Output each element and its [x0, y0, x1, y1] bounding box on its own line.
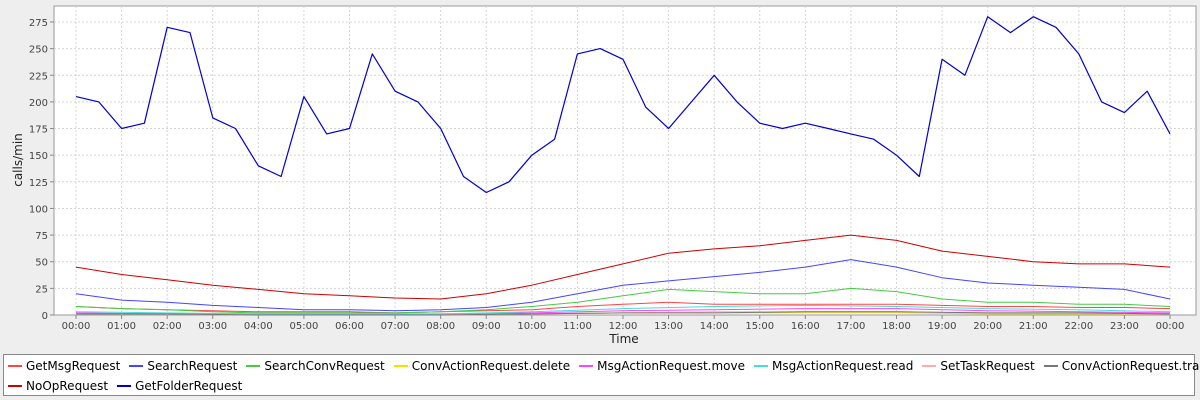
legend-row: GetMsgRequest SearchRequest SearchConvRequ… [4, 356, 1200, 376]
x-tick-label: 06:00 [335, 321, 364, 332]
legend-swatch [579, 365, 594, 367]
series-line-getfolderrequest [75, 16, 1171, 194]
plot-area [53, 5, 1197, 316]
series-line-msgactionrequest-read [75, 304, 1171, 315]
legend-label: GetFolderRequest [135, 379, 243, 393]
series-line-searchrequest [75, 259, 1171, 312]
y-tick-label: 175 [29, 125, 48, 136]
legend-label: ConvActionRequest.delete [411, 359, 571, 373]
legend-swatch [754, 365, 769, 367]
x-tick-label: 04:00 [244, 321, 273, 332]
y-tick-label: 225 [29, 71, 48, 82]
legend-swatch [129, 365, 144, 367]
x-tick-label: 10:00 [517, 321, 546, 332]
legend-label: SetTaskRequest [940, 359, 1035, 373]
y-tick-label: 275 [29, 18, 48, 29]
x-tick-label: 14:00 [700, 321, 729, 332]
legend-item: ConvActionRequest.trash [1043, 359, 1200, 373]
line-chart: 0 25 50 75 100 125 150 175 200 225 250 275 00:00 01:0… [11, 5, 1197, 346]
chart-legend: GetMsgRequest SearchRequest SearchConvRequ… [3, 354, 1200, 396]
x-tick-label: 15:00 [745, 321, 774, 332]
x-tick-label: 09:00 [472, 321, 501, 332]
x-tick-label: 21:00 [1019, 321, 1048, 332]
y-tick-label: 100 [29, 204, 48, 215]
legend-item: SearchConvRequest [246, 359, 385, 373]
legend-item: MsgActionRequest.move [579, 359, 745, 373]
y-tick-label: 125 [29, 178, 48, 189]
x-tick-label: 17:00 [837, 321, 866, 332]
x-tick-label: 19:00 [928, 321, 957, 332]
x-tick-label: 02:00 [153, 321, 182, 332]
x-axis-label: Time [608, 332, 638, 346]
legend-label: GetMsgRequest [26, 359, 121, 373]
legend-label: MsgActionRequest.read [772, 359, 914, 373]
legend-swatch [922, 365, 937, 367]
legend-item: GetFolderRequest [117, 379, 242, 393]
legend-swatch [8, 385, 22, 387]
legend-item: NoOpRequest [8, 379, 108, 393]
x-tick-label: 01:00 [107, 321, 136, 332]
x-tick-label: 18:00 [882, 321, 911, 332]
legend-item: SetTaskRequest [922, 359, 1035, 373]
legend-label: SearchRequest [147, 359, 238, 373]
legend-item: MsgActionRequest.read [754, 359, 913, 373]
y-tick-label: 250 [29, 45, 48, 56]
y-tick-label: 75 [35, 231, 48, 242]
legend-label: MsgActionRequest.move [597, 359, 746, 373]
series-line-getmsgrequest [75, 301, 1171, 314]
legend-item: ConvActionRequest.delete [393, 359, 571, 373]
x-tick-label: 08:00 [426, 321, 455, 332]
legend-row: NoOpRequest GetFolderRequest [4, 376, 247, 396]
y-axis-label: calls/min [11, 133, 25, 187]
x-tick-label: 12:00 [609, 321, 638, 332]
legend-label: NoOpRequest [26, 379, 109, 393]
x-tick-label: 16:00 [791, 321, 820, 332]
y-tick-label: 25 [35, 284, 48, 295]
x-tick-label: 00:00 [62, 321, 91, 332]
x-tick-label: 22:00 [1064, 321, 1093, 332]
x-tick-label: 13:00 [654, 321, 683, 332]
legend-item: GetMsgRequest [8, 359, 120, 373]
y-tick-label: 0 [42, 311, 48, 322]
y-tick-label: 200 [29, 98, 48, 109]
x-tick-label: 00:00 [1156, 321, 1185, 332]
legend-swatch [117, 385, 132, 387]
series-line-searchconvrequest [75, 287, 1171, 314]
legend-item: SearchRequest [129, 359, 237, 373]
x-tick-label: 20:00 [973, 321, 1002, 332]
legend-label: ConvActionRequest.trash [1061, 359, 1200, 373]
y-tick-label: 50 [35, 258, 48, 269]
x-tick-label: 23:00 [1110, 321, 1139, 332]
legend-swatch [246, 365, 261, 367]
x-tick-label: 05:00 [290, 321, 319, 332]
x-tick-label: 07:00 [381, 321, 410, 332]
x-tick-label: 11:00 [563, 321, 592, 332]
legend-label: SearchConvRequest [264, 359, 385, 373]
legend-swatch [8, 365, 22, 367]
x-tick-label: 03:00 [198, 321, 227, 332]
legend-swatch [393, 365, 408, 367]
legend-swatch [1043, 365, 1058, 367]
series-line-nooprequest [75, 234, 1171, 300]
y-tick-label: 150 [29, 151, 48, 162]
